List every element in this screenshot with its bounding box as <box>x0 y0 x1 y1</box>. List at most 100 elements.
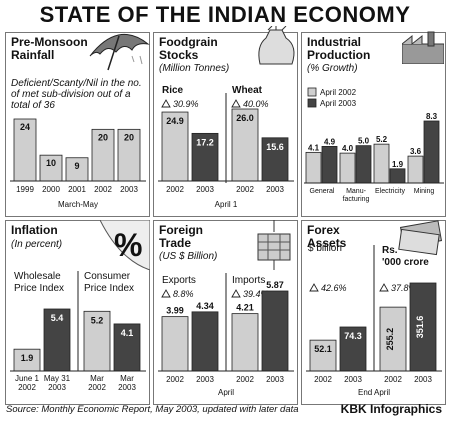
industrial-value-label: 8.3 <box>426 112 438 121</box>
foodgrain-change-icon <box>161 99 171 108</box>
inflation-value-label: 5.2 <box>91 315 104 325</box>
rainfall-subtitle: Deficient/Scanty/Nil in the no. of met s… <box>11 78 142 111</box>
rainfall-value-label: 10 <box>46 158 56 168</box>
forex-bar <box>409 282 437 372</box>
industrial-value-label: 4.0 <box>342 144 354 153</box>
inflation-tick-label: 2003 <box>118 383 136 392</box>
forex-xlabel: End April <box>358 388 390 397</box>
foodgrain-change-label: 30.9% <box>173 99 199 109</box>
foodgrain-bar <box>191 132 219 182</box>
inflation-subtitle: (In percent) <box>11 239 63 250</box>
forex-tick-label: 2002 <box>314 375 332 384</box>
foodgrain-chart: Rice 30.9% 24.9 2002 17.2 2003 Wheat 40.0% 26.0 2… <box>158 85 294 209</box>
trade-value-label: 3.99 <box>166 306 184 316</box>
foodgrain-group-label: Wheat <box>232 85 263 96</box>
forex-value-label: 52.1 <box>314 344 332 354</box>
foodgrain-value-label: 15.6 <box>266 142 284 152</box>
foodgrain-tick-label: 2003 <box>266 185 284 194</box>
industrial-tick-label: Electricity <box>375 188 405 195</box>
cargo-crate-icon <box>257 220 291 270</box>
foodgrain-group-label: Rice <box>162 85 184 96</box>
inflation-tick-label: Mar <box>120 374 134 383</box>
currency-notes-icon <box>398 220 443 256</box>
industrial-tick-label: Mining <box>414 188 435 195</box>
forex-tick-label: 2003 <box>414 375 432 384</box>
trade-change-label: 8.8% <box>173 289 194 299</box>
trade-chart: Exports 8.8% 3.99 2002 4.34 2003 Imports 39.4% 4… <box>158 273 294 397</box>
legend-label-2002: April 2002 <box>320 88 357 97</box>
forex-tick-label: 2002 <box>384 375 402 384</box>
inflation-tick-label: 2003 <box>48 383 66 392</box>
inflation-tick-label: 2002 <box>18 383 36 392</box>
industrial-subtitle: (% Growth) <box>307 63 358 74</box>
legend-swatch-2002 <box>307 87 317 97</box>
foodgrain-change-label: 40.0% <box>243 99 269 109</box>
forex-bar <box>379 306 407 372</box>
foodgrain-value-label: 17.2 <box>196 137 214 147</box>
page-title: STATE OF THE INDIAN ECONOMY <box>39 2 411 27</box>
foodgrain-bar <box>161 111 189 182</box>
trade-value-label: 4.34 <box>196 301 214 311</box>
industrial-bar <box>339 152 356 184</box>
foodgrain-title: Foodgrain Stocks <box>159 35 218 62</box>
inflation-bar <box>83 310 111 372</box>
trade-xlabel: April <box>218 388 234 397</box>
inflation-value-label: 5.4 <box>51 313 64 323</box>
trade-bar <box>161 316 189 372</box>
forex-change-label: 42.6% <box>321 283 347 293</box>
inflation-bar <box>43 308 71 372</box>
rainfall-value-label: 24 <box>20 122 30 132</box>
forex-group-label: Rs. <box>382 245 398 256</box>
forex-value-label: 255.2 <box>385 328 395 351</box>
industrial-bar <box>423 120 440 184</box>
trade-group-label: Imports <box>232 275 265 286</box>
trade-title: Foreign Trade <box>159 223 203 250</box>
rainfall-tick-label: 2000 <box>42 185 60 194</box>
industrial-bar <box>355 145 372 184</box>
industrial-value-label: 4.1 <box>308 143 320 152</box>
industrial-value-label: 3.6 <box>410 147 422 156</box>
industrial-bar <box>305 151 322 184</box>
rainfall-value-label: 9 <box>74 161 79 171</box>
inflation-group-label: Price Index <box>14 283 64 294</box>
forex-bar <box>309 339 337 372</box>
trade-tick-label: 2002 <box>236 375 254 384</box>
trade-tick-label: 2003 <box>266 375 284 384</box>
inflation-title: Inflation <box>11 223 58 237</box>
rainfall-xlabel: March-May <box>58 200 98 209</box>
svg-text:%: % <box>114 227 142 263</box>
rainfall-tick-label: 2003 <box>120 185 138 194</box>
rainfall-title: Pre-Monsoon Rainfall <box>11 35 88 62</box>
industrial-tick-label: General <box>310 188 335 195</box>
industrial-value-label: 5.0 <box>358 137 370 146</box>
foodgrain-value-label: 24.9 <box>166 116 184 126</box>
panel-forex: Forex Assets $ billion Rs. '000 crore 42.6%… <box>301 220 446 405</box>
inflation-group-label: Wholesale <box>14 271 61 282</box>
industrial-bar <box>389 168 406 184</box>
forex-change-label: 37.8% <box>391 283 417 293</box>
industrial-bar <box>407 155 424 184</box>
trade-value-label: 5.87 <box>266 280 284 290</box>
foodgrain-subtitle: (Million Tonnes) <box>159 63 230 74</box>
trade-tick-label: 2003 <box>196 375 214 384</box>
rainfall-value-label: 20 <box>124 132 134 142</box>
rainfall-tick-label: 2002 <box>94 185 112 194</box>
trade-bar <box>231 313 259 372</box>
foodgrain-xlabel: April 1 <box>215 200 238 209</box>
foodgrain-value-label: 26.0 <box>236 113 254 123</box>
industrial-value-label: 5.2 <box>376 135 388 144</box>
factory-icon <box>402 31 444 64</box>
trade-change-icon <box>161 289 171 298</box>
foodgrain-tick-label: 2002 <box>166 185 184 194</box>
industrial-bar <box>321 145 338 184</box>
rainfall-tick-label: 2001 <box>68 185 86 194</box>
trade-value-label: 4.21 <box>236 303 254 313</box>
foodgrain-tick-label: 2003 <box>196 185 214 194</box>
legend-label-2003: April 2003 <box>320 99 357 108</box>
trade-change-icon <box>231 289 241 298</box>
grain-sack-icon <box>258 26 295 65</box>
foodgrain-change-icon <box>231 99 241 108</box>
inflation-tick-label: Mar <box>90 374 104 383</box>
industrial-tick-label: Manu- <box>346 188 367 195</box>
